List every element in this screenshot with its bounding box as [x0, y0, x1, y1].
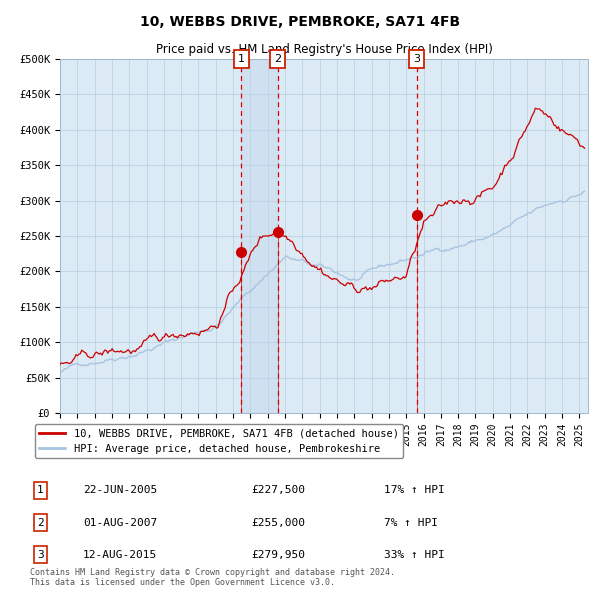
Text: £227,500: £227,500	[252, 486, 306, 496]
Text: 17% ↑ HPI: 17% ↑ HPI	[384, 486, 445, 496]
Text: 12-AUG-2015: 12-AUG-2015	[83, 550, 157, 560]
Text: Contains HM Land Registry data © Crown copyright and database right 2024.
This d: Contains HM Land Registry data © Crown c…	[30, 568, 395, 587]
Text: 3: 3	[37, 550, 44, 560]
Text: 2: 2	[37, 517, 44, 527]
Text: 10, WEBBS DRIVE, PEMBROKE, SA71 4FB: 10, WEBBS DRIVE, PEMBROKE, SA71 4FB	[140, 15, 460, 29]
Text: 22-JUN-2005: 22-JUN-2005	[83, 486, 157, 496]
Text: 1: 1	[37, 486, 44, 496]
Text: 7% ↑ HPI: 7% ↑ HPI	[384, 517, 438, 527]
Text: 2: 2	[274, 54, 281, 64]
Legend: 10, WEBBS DRIVE, PEMBROKE, SA71 4FB (detached house), HPI: Average price, detach: 10, WEBBS DRIVE, PEMBROKE, SA71 4FB (det…	[35, 424, 403, 458]
Text: £255,000: £255,000	[252, 517, 306, 527]
Text: 3: 3	[413, 54, 420, 64]
Title: Price paid vs. HM Land Registry's House Price Index (HPI): Price paid vs. HM Land Registry's House …	[155, 44, 493, 57]
Text: 1: 1	[238, 54, 245, 64]
Text: 01-AUG-2007: 01-AUG-2007	[83, 517, 157, 527]
Text: £279,950: £279,950	[252, 550, 306, 560]
Bar	[241, 59, 278, 413]
Text: 33% ↑ HPI: 33% ↑ HPI	[384, 550, 445, 560]
